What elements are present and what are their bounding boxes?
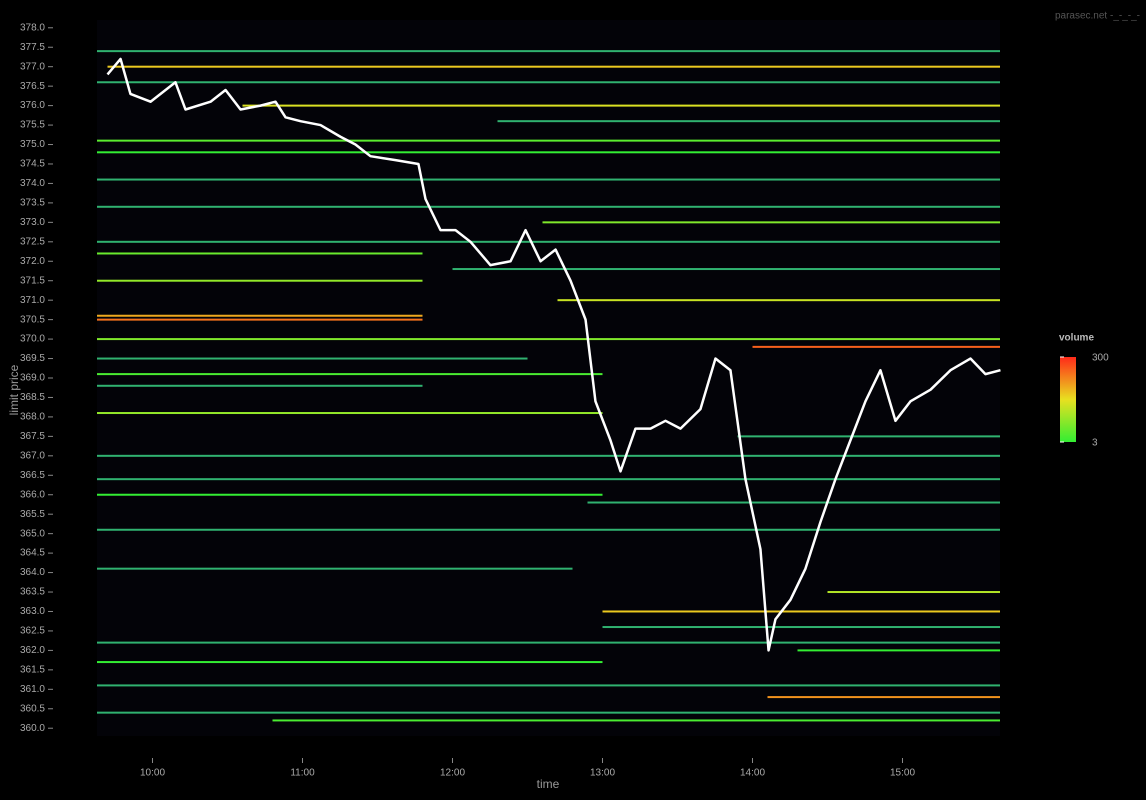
y-tick-label: 372.5 [20, 236, 45, 247]
order-level [97, 412, 603, 415]
x-tick-label: 10:00 [140, 768, 165, 779]
order-level [97, 240, 1000, 243]
order-level [97, 318, 423, 321]
y-tick-label: 374.0 [20, 178, 45, 189]
legend-colorbar [1060, 357, 1076, 442]
legend-label: 3 [1092, 438, 1098, 449]
y-tick-label: 374.5 [20, 159, 45, 170]
order-level [97, 478, 1000, 481]
y-tick-label: 371.0 [20, 295, 45, 306]
order-level [97, 661, 603, 664]
y-tick-label: 364.0 [20, 567, 45, 578]
y-tick-label: 369.0 [20, 373, 45, 384]
order-level [97, 711, 1000, 714]
order-level [272, 719, 1000, 722]
watermark: parasec.net -_-_-_- [1055, 11, 1140, 22]
order-level [752, 345, 1000, 348]
y-tick-label: 376.0 [20, 100, 45, 111]
order-level [97, 151, 1000, 154]
order-level [452, 268, 1000, 271]
order-level [107, 65, 1000, 68]
y-tick-label: 369.5 [20, 353, 45, 364]
order-level [97, 314, 423, 317]
x-tick-label: 14:00 [740, 768, 765, 779]
order-level [97, 178, 1000, 181]
y-tick-label: 360.0 [20, 723, 45, 734]
y-tick-label: 370.5 [20, 314, 45, 325]
y-tick-label: 376.5 [20, 81, 45, 92]
order-level [587, 501, 1000, 504]
order-level [97, 454, 1000, 457]
order-level [97, 384, 423, 387]
y-axis-title: limit price [7, 364, 21, 415]
order-level [97, 50, 1000, 53]
x-tick-label: 11:00 [290, 768, 315, 779]
x-tick-label: 15:00 [890, 768, 915, 779]
plot-area [97, 20, 1000, 736]
order-level [97, 139, 1000, 142]
y-tick-label: 362.0 [20, 645, 45, 656]
order-level [97, 81, 1000, 84]
order-level [97, 641, 1000, 644]
y-tick-label: 365.0 [20, 528, 45, 539]
price-line [106, 57, 1001, 652]
order-level [767, 696, 1000, 699]
y-tick-label: 368.0 [20, 412, 45, 423]
order-level [602, 626, 1000, 629]
order-level [97, 357, 528, 360]
y-tick-label: 360.5 [20, 703, 45, 714]
y-tick-label: 363.5 [20, 587, 45, 598]
order-level [97, 373, 603, 376]
order-level [542, 221, 1000, 224]
y-tick-label: 370.0 [20, 334, 45, 345]
legend-title: volume [1059, 333, 1094, 344]
y-tick-label: 368.5 [20, 392, 45, 403]
order-level [97, 493, 603, 496]
y-tick-label: 377.0 [20, 61, 45, 72]
order-level [97, 279, 423, 282]
y-tick-label: 366.5 [20, 470, 45, 481]
order-level [97, 684, 1000, 687]
order-level [97, 205, 1000, 208]
order-level [242, 104, 1000, 107]
y-tick-label: 372.0 [20, 256, 45, 267]
x-tick-label: 12:00 [440, 768, 465, 779]
order-level [97, 567, 573, 570]
y-tick-label: 375.0 [20, 139, 45, 150]
legend-label: 300 [1092, 353, 1109, 364]
x-axis-title: time [537, 777, 560, 791]
order-level [97, 252, 423, 255]
order-level [97, 528, 1000, 531]
y-tick-label: 373.0 [20, 217, 45, 228]
y-tick-label: 361.5 [20, 664, 45, 675]
order-level [737, 435, 1000, 438]
y-tick-label: 377.5 [20, 42, 45, 53]
order-level [602, 610, 1000, 613]
y-tick-label: 361.0 [20, 684, 45, 695]
y-tick-label: 365.5 [20, 509, 45, 520]
y-tick-label: 363.0 [20, 606, 45, 617]
y-tick-label: 371.5 [20, 275, 45, 286]
order-level [827, 591, 1000, 594]
order-level [557, 299, 1000, 302]
y-tick-label: 375.5 [20, 120, 45, 131]
y-tick-label: 378.0 [20, 22, 45, 33]
y-tick-label: 366.0 [20, 489, 45, 500]
y-tick-label: 367.0 [20, 450, 45, 461]
y-tick-label: 362.5 [20, 626, 45, 637]
order-level [797, 649, 1000, 652]
order-level [97, 338, 1000, 341]
y-tick-label: 373.5 [20, 198, 45, 209]
y-tick-label: 367.5 [20, 431, 45, 442]
y-tick-label: 364.5 [20, 548, 45, 559]
order-level [497, 120, 1000, 123]
x-tick-label: 13:00 [590, 768, 615, 779]
